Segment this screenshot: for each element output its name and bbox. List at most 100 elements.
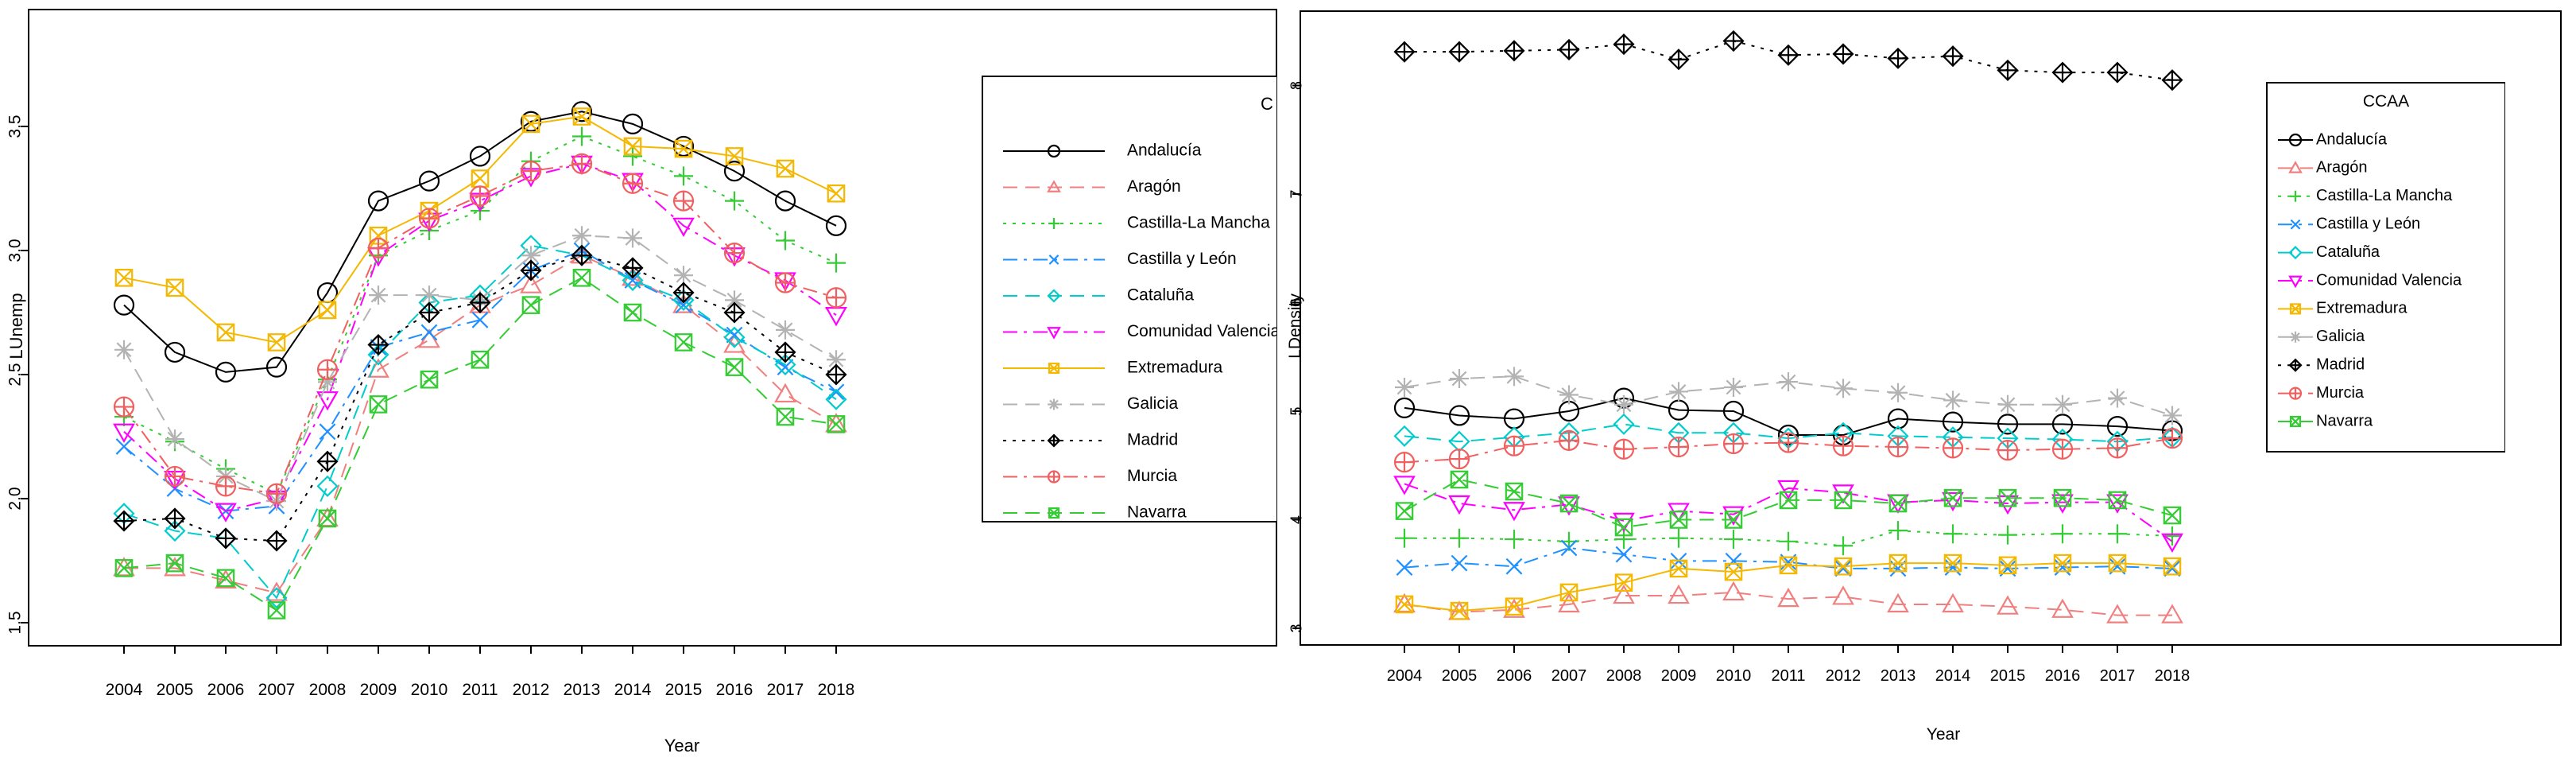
marker-asterisk: [2053, 394, 2072, 414]
data-point: [318, 301, 337, 320]
data-point: [1503, 40, 1525, 62]
marker-asterisk: [2290, 331, 2301, 343]
data-point: [1888, 383, 1908, 402]
y-axis-label: LDensity: [1286, 293, 1304, 359]
data-point: [2106, 494, 2129, 514]
data-point: [1395, 528, 1414, 548]
marker-plus: [776, 273, 795, 293]
marker-asterisk: [369, 286, 388, 305]
data-point: [1503, 435, 1525, 456]
marker-x: [827, 185, 845, 203]
marker-square: [623, 303, 642, 322]
legend-label: Cataluña: [1127, 286, 1194, 305]
marker-x: [1451, 554, 1468, 572]
marker-plus: [1395, 528, 1414, 548]
marker-asterisk: [420, 286, 439, 305]
data-point: [420, 370, 439, 389]
data-point: [1832, 435, 1854, 456]
marker-plus: [1998, 441, 2017, 460]
x-tick-label: 2006: [207, 681, 245, 699]
data-point: [776, 320, 795, 340]
marker-x: [573, 269, 591, 287]
marker-square: [1559, 494, 1579, 513]
marker-circle: [215, 361, 237, 383]
marker-square: [1943, 488, 1962, 507]
legend-label: Castilla-La Mancha: [1127, 214, 1270, 232]
marker-diamond: [1047, 289, 1061, 303]
marker-x: [1048, 507, 1059, 519]
data-point: [471, 350, 490, 369]
y-tick-label: 6: [1288, 298, 1305, 307]
marker-x: [1780, 556, 1797, 574]
data-point: [1451, 554, 1468, 572]
marker-x: [827, 415, 845, 433]
data-point: [164, 341, 186, 363]
data-point: [572, 107, 591, 126]
marker-plus: [2163, 70, 2182, 90]
y-tick-label: 3.0: [6, 239, 25, 262]
marker-asterisk: [623, 228, 642, 248]
data-point: [1393, 397, 1416, 419]
data-point: [418, 170, 440, 192]
data-point: [367, 237, 389, 258]
marker-circle: [1942, 411, 1964, 433]
marker-square: [623, 137, 642, 156]
data-point: [521, 296, 540, 314]
marker-triangle: [1997, 595, 2019, 615]
marker-plus: [776, 231, 795, 251]
legend-marker: [1047, 327, 1061, 340]
data-point: [1722, 433, 1745, 455]
x-tick-label: 2007: [258, 681, 296, 699]
data-point: [725, 191, 744, 211]
data-point: [1943, 554, 1962, 573]
data-point: [825, 413, 847, 433]
series-line-4: [1404, 546, 2173, 569]
marker-plus: [2053, 63, 2072, 83]
data-point: [2106, 416, 2129, 437]
marker-diamond: [2288, 246, 2303, 260]
data-point: [623, 303, 642, 322]
marker-square: [2289, 303, 2302, 315]
data-point: [165, 429, 184, 449]
marker-x: [1889, 495, 1907, 513]
marker-square: [725, 358, 744, 376]
series-line-8: [123, 235, 837, 503]
marker-square: [1395, 595, 1414, 614]
marker-plus: [827, 288, 846, 308]
marker-x: [2163, 557, 2181, 576]
marker-plus: [1450, 449, 1469, 469]
data-point: [520, 259, 542, 282]
legend-entry-5: Cataluña: [1003, 286, 1194, 305]
data-point: [1505, 597, 1524, 616]
data-point: [1393, 476, 1416, 495]
data-point: [1505, 557, 1523, 575]
marker-square: [2163, 557, 2182, 576]
data-point: [319, 423, 336, 441]
data-point: [1777, 432, 1799, 453]
data-point: [672, 282, 695, 304]
marker-triangle-down: [1942, 491, 1964, 512]
marker-plus: [1724, 31, 1743, 51]
marker-square: [2053, 488, 2072, 507]
y-tick-label: 3: [1288, 623, 1305, 632]
data-point: [1615, 546, 1633, 563]
marker-square: [216, 569, 235, 588]
marker-x: [2290, 219, 2301, 230]
legend-entry-6: Comunidad Valencia: [2278, 271, 2462, 289]
legend-entry-11: Navarra: [2278, 412, 2373, 429]
data-point: [622, 113, 644, 134]
marker-x: [268, 333, 285, 352]
marker-triangle: [1503, 598, 1525, 618]
legend-marker: [1048, 362, 1060, 375]
x-tick-label: 2005: [157, 681, 194, 699]
data-point: [418, 328, 440, 348]
marker-asterisk: [1048, 398, 1059, 410]
marker-triangle-down: [825, 307, 847, 327]
marker-plus: [1943, 438, 1962, 458]
marker-x: [217, 569, 234, 587]
marker-plus: [1505, 530, 1524, 550]
marker-triangle: [2051, 598, 2074, 618]
marker-square: [1888, 554, 1908, 573]
marker-x: [522, 115, 540, 133]
marker-x: [1396, 559, 1413, 576]
